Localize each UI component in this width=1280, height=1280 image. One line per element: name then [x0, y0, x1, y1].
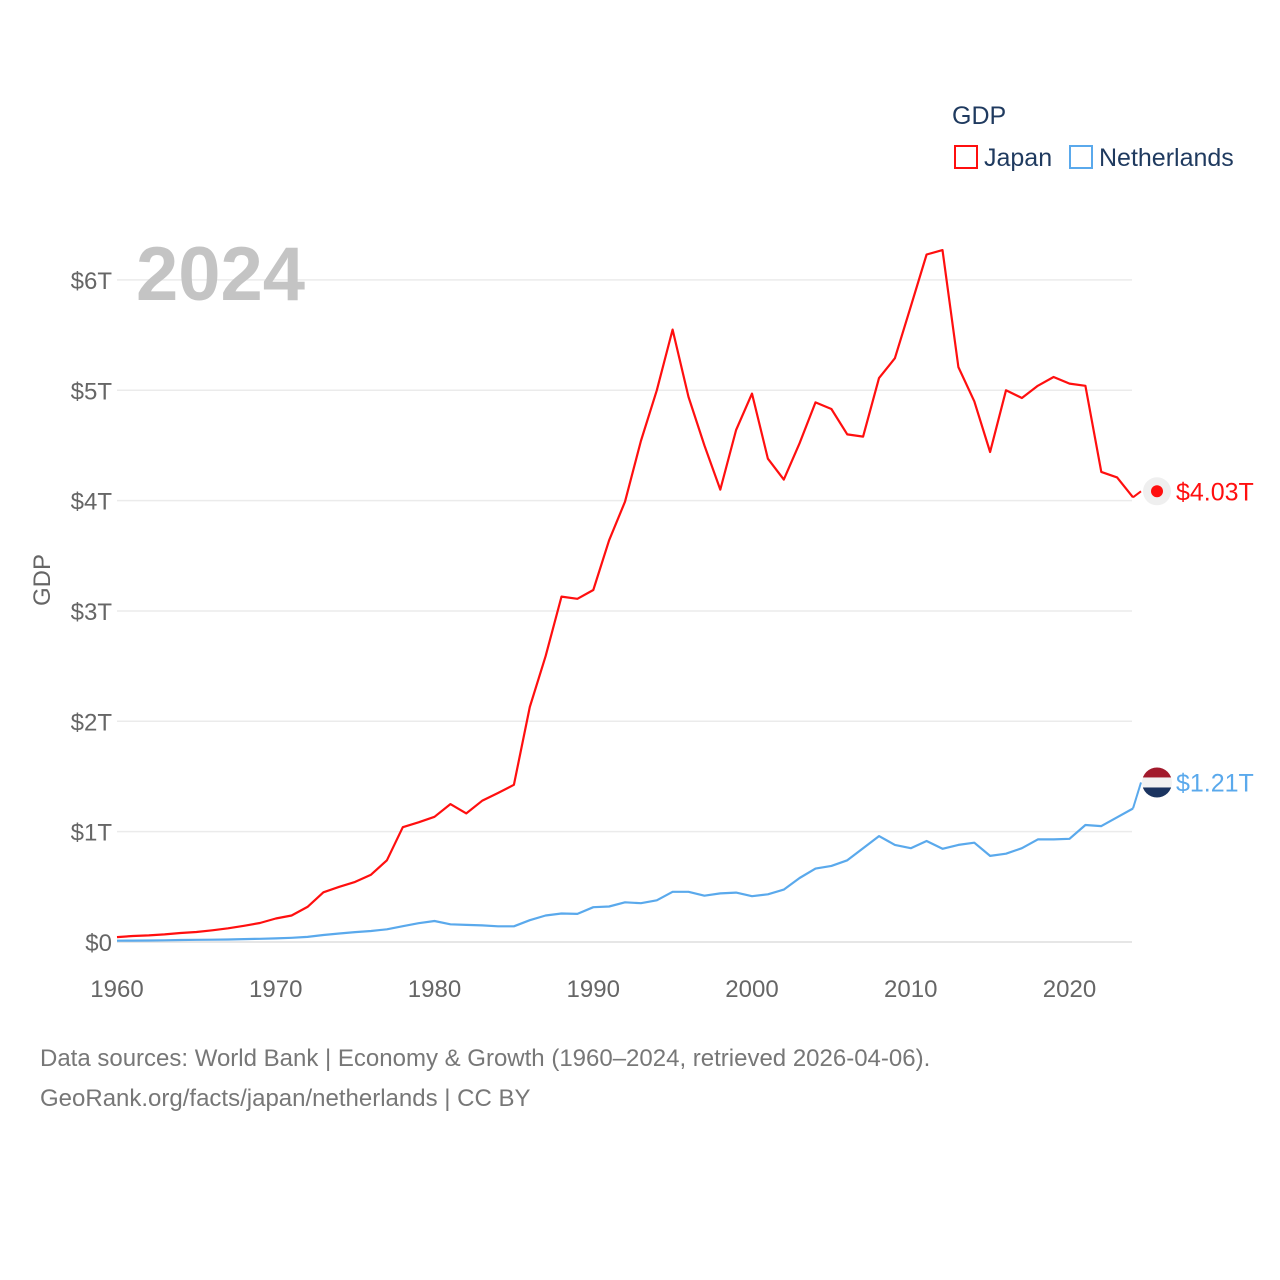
- legend-item-netherlands[interactable]: Netherlands: [1069, 144, 1234, 172]
- end-value-label-netherlands: $1.21T: [1176, 769, 1254, 797]
- end-connector: [1132, 490, 1142, 499]
- end-value-label-japan: $4.03T: [1176, 478, 1254, 506]
- flag-blue-stripe: [1142, 787, 1172, 798]
- flag-white-stripe: [1142, 777, 1172, 788]
- legend-swatch-netherlands: [1069, 145, 1093, 169]
- x-tick-label: 2020: [1043, 976, 1096, 1003]
- y-tick-label: $4T: [71, 489, 113, 516]
- netherlands-flag-icon: [1142, 767, 1172, 798]
- x-tick-label: 1990: [567, 976, 620, 1003]
- y-tick-label: $1T: [71, 820, 113, 847]
- series-line-japan: [116, 249, 1134, 939]
- x-tick-label: 1970: [249, 976, 302, 1003]
- footer-attribution[interactable]: GeoRank.org/facts/japan/netherlands | CC…: [40, 1085, 531, 1112]
- year-watermark: 2024: [136, 232, 305, 317]
- x-tick-label: 1980: [408, 976, 461, 1003]
- japan-flag-disc: [1151, 485, 1163, 498]
- end-connector: [1132, 782, 1142, 809]
- y-tick-label: $6T: [71, 268, 113, 295]
- legend-item-japan[interactable]: Japan: [954, 144, 1052, 172]
- y-axis-label: GDP: [29, 554, 56, 606]
- legend-label-japan: Japan: [984, 144, 1052, 172]
- y-tick-label: $0: [85, 930, 112, 957]
- legend-swatch-japan: [954, 145, 978, 169]
- x-tick-label: 1960: [90, 976, 143, 1003]
- footer-sources: Data sources: World Bank | Economy & Gro…: [40, 1045, 931, 1072]
- y-tick-label: $2T: [71, 709, 113, 736]
- y-tick-label: $5T: [71, 378, 113, 405]
- y-tick-label: $3T: [71, 599, 113, 626]
- x-tick-label: 2000: [725, 976, 778, 1003]
- flag-red-stripe: [1142, 767, 1172, 778]
- series-line-netherlands: [116, 807, 1134, 942]
- legend-title: GDP: [952, 102, 1006, 130]
- x-tick-label: 2010: [884, 976, 937, 1003]
- legend-label-netherlands: Netherlands: [1099, 144, 1234, 172]
